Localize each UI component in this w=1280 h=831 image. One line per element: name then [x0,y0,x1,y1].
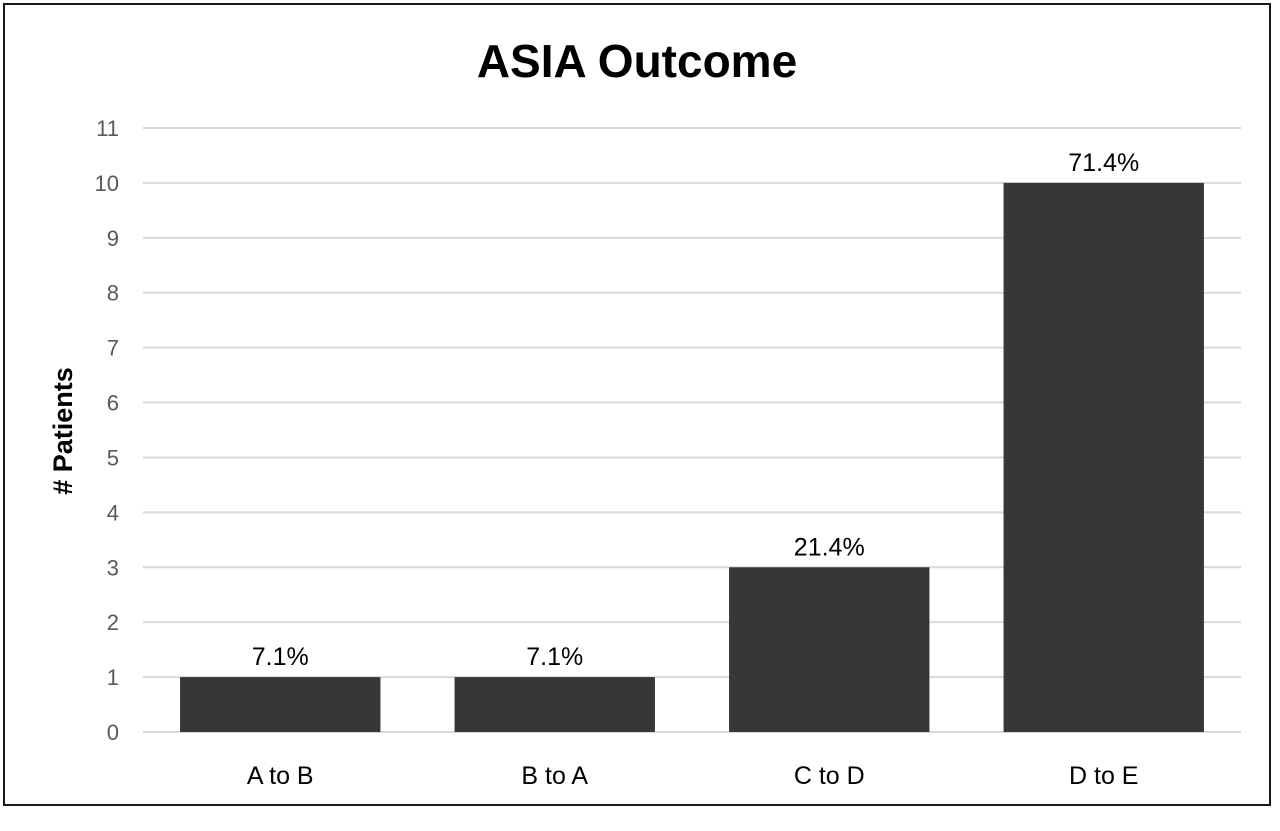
bar-data-label: 71.4% [1068,149,1139,177]
x-tick-label: A to B [247,762,314,790]
y-tick-label: 10 [95,171,119,196]
y-tick-label: 2 [107,610,119,635]
bar [180,677,381,732]
bar-data-label: 7.1% [526,643,583,671]
y-tick-label: 7 [107,336,119,361]
bar-data-label: 7.1% [252,643,309,671]
data-labels: 7.1% 7.1% 21.4% 71.4% [252,149,1139,671]
y-tick-label: 11 [96,116,119,141]
bar [1003,182,1204,733]
y-tick-label: 1 [107,665,119,690]
x-tick-label: C to D [794,762,865,790]
x-axis-ticks: A to B B to A C to D D to E [247,762,1139,790]
bar-data-label: 21.4% [794,533,865,561]
chart-title: ASIA Outcome [477,35,797,87]
y-axis-label: # Patients [48,367,78,495]
bar [454,677,655,732]
bars [180,182,1204,733]
y-tick-label: 8 [107,281,119,306]
y-axis-ticks: 0 1 2 3 4 5 6 7 8 9 10 11 [95,116,119,745]
y-tick-label: 5 [107,445,119,470]
y-tick-label: 6 [107,391,119,416]
y-tick-label: 0 [107,720,119,745]
y-tick-label: 9 [107,226,119,251]
x-tick-label: B to A [521,762,588,790]
y-tick-label: 3 [107,555,119,580]
x-tick-label: D to E [1069,762,1138,790]
bar [729,567,930,732]
y-tick-label: 4 [107,500,119,525]
